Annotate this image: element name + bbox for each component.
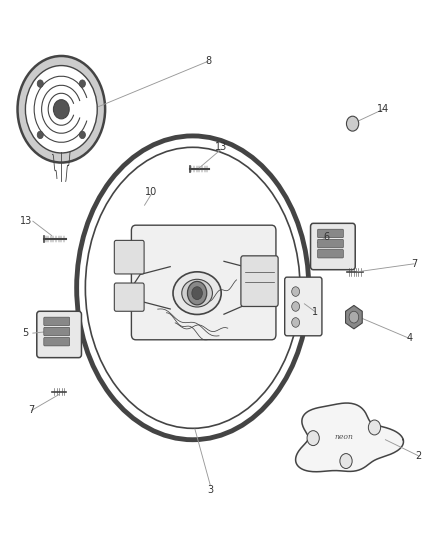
Circle shape — [18, 56, 105, 163]
FancyBboxPatch shape — [318, 239, 343, 248]
Circle shape — [292, 302, 300, 311]
Text: 14: 14 — [377, 104, 389, 114]
FancyBboxPatch shape — [114, 283, 144, 311]
Polygon shape — [346, 305, 362, 329]
Text: neon: neon — [334, 433, 353, 441]
Text: 13: 13 — [20, 216, 32, 226]
FancyBboxPatch shape — [131, 225, 276, 340]
FancyBboxPatch shape — [44, 337, 70, 346]
Circle shape — [192, 287, 202, 300]
Circle shape — [292, 318, 300, 327]
Circle shape — [37, 80, 43, 87]
Ellipse shape — [182, 279, 212, 307]
FancyBboxPatch shape — [318, 249, 343, 258]
Circle shape — [53, 100, 69, 119]
Circle shape — [79, 80, 85, 87]
Circle shape — [340, 454, 352, 469]
Circle shape — [37, 131, 43, 139]
FancyBboxPatch shape — [241, 256, 278, 306]
Circle shape — [368, 420, 381, 435]
Ellipse shape — [173, 272, 221, 314]
FancyBboxPatch shape — [44, 317, 70, 326]
Text: 8: 8 — [205, 56, 211, 66]
Circle shape — [79, 131, 85, 139]
FancyBboxPatch shape — [285, 277, 322, 336]
Text: 1: 1 — [312, 307, 318, 317]
Circle shape — [346, 116, 359, 131]
Polygon shape — [296, 403, 403, 472]
Text: 7: 7 — [411, 259, 417, 269]
FancyBboxPatch shape — [44, 327, 70, 336]
Circle shape — [25, 66, 97, 153]
Text: 6: 6 — [323, 232, 329, 242]
Circle shape — [349, 311, 359, 323]
Text: 10: 10 — [145, 187, 157, 197]
Text: 2: 2 — [415, 451, 421, 461]
FancyBboxPatch shape — [311, 223, 355, 270]
FancyBboxPatch shape — [318, 229, 343, 238]
Circle shape — [187, 281, 207, 305]
Text: 7: 7 — [28, 406, 35, 415]
Circle shape — [292, 287, 300, 296]
Text: 5: 5 — [22, 328, 28, 338]
FancyBboxPatch shape — [114, 240, 144, 274]
Text: 3: 3 — [207, 486, 213, 495]
FancyBboxPatch shape — [37, 311, 81, 358]
Circle shape — [307, 431, 319, 446]
Text: 13: 13 — [215, 142, 227, 151]
Text: 4: 4 — [406, 334, 413, 343]
